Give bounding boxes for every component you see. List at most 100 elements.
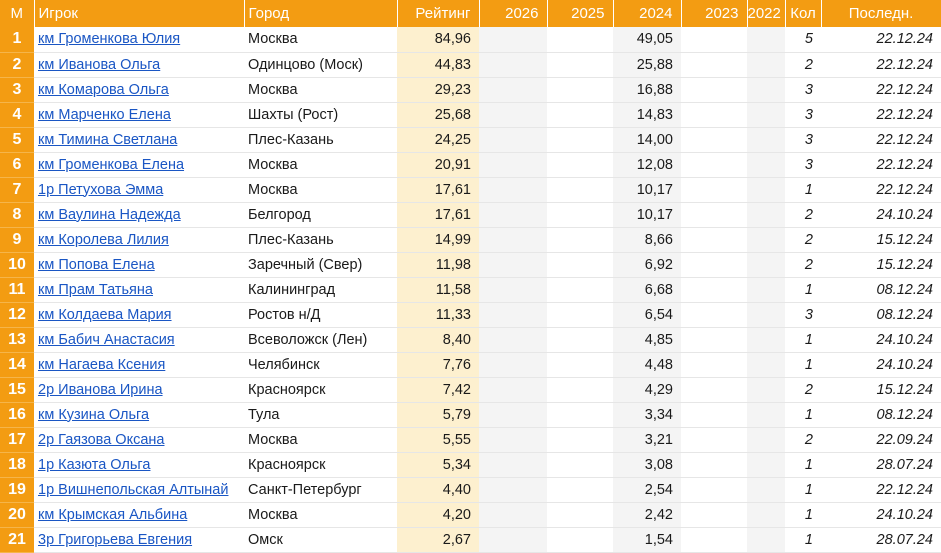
player-link[interactable]: 3р Григорьева Евгения	[38, 531, 193, 548]
col-header-2024[interactable]: 2024	[613, 0, 682, 27]
player-link[interactable]: 1р Вишнепольская Алтынай	[38, 481, 229, 498]
year-2022-cell	[747, 202, 785, 228]
player-link[interactable]: км Ваулина Надежда	[38, 206, 181, 223]
player-link[interactable]: км Попова Елена	[38, 256, 155, 273]
year-2024-cell: 16,88	[613, 77, 681, 103]
player-link[interactable]: 1р Петухова Эмма	[38, 181, 164, 198]
rating-cell: 5,34	[397, 452, 479, 478]
player-link[interactable]: км Прам Татьяна	[38, 281, 153, 298]
player-link[interactable]: км Нагаева Ксения	[38, 356, 166, 373]
city-cell: Калининград	[244, 277, 397, 303]
rating-cell: 5,55	[397, 427, 479, 453]
player-cell: км Королева Лилия	[34, 227, 244, 253]
year-2022-cell	[747, 52, 785, 78]
position-cell: 9	[0, 227, 34, 253]
table-row: 6 км Громенкова Елена Москва 20,91 12,08 3 22.…	[0, 152, 941, 178]
position-cell: 19	[0, 477, 34, 503]
col-header-player[interactable]: Игрок	[34, 0, 245, 27]
player-link[interactable]: 2р Гаязова Оксана	[38, 431, 165, 448]
year-2025-cell	[547, 277, 613, 303]
player-link[interactable]: км Марченко Елена	[38, 106, 171, 123]
player-cell: км Кузина Ольга	[34, 402, 244, 428]
year-2025-cell	[547, 52, 613, 78]
year-2024-cell: 6,54	[613, 302, 681, 328]
year-2023-cell	[681, 52, 747, 78]
city-cell: Шахты (Рост)	[244, 102, 397, 128]
last-date-cell: 22.12.24	[821, 177, 941, 203]
rating-cell: 20,91	[397, 152, 479, 178]
year-2026-cell	[479, 477, 547, 503]
col-header-2025[interactable]: 2025	[547, 0, 614, 27]
col-header-2022[interactable]: 2022	[747, 0, 786, 27]
player-cell: 1р Вишнепольская Алтынай	[34, 477, 244, 503]
player-link[interactable]: км Бабич Анастасия	[38, 331, 175, 348]
player-cell: км Попова Елена	[34, 252, 244, 278]
player-link[interactable]: км Иванова Ольга	[38, 56, 161, 73]
position-cell: 6	[0, 152, 34, 178]
col-header-last[interactable]: Последн.	[821, 0, 941, 27]
year-2025-cell	[547, 202, 613, 228]
year-2022-cell	[747, 427, 785, 453]
count-cell: 1	[785, 527, 821, 553]
player-link[interactable]: км Громенкова Елена	[38, 156, 185, 173]
player-link[interactable]: км Кузина Ольга	[38, 406, 150, 423]
city-cell: Плес-Казань	[244, 227, 397, 253]
last-date-cell: 24.10.24	[821, 327, 941, 353]
col-header-rating[interactable]: Рейтинг	[397, 0, 480, 27]
city-cell: Ростов н/Д	[244, 302, 397, 328]
col-header-2023[interactable]: 2023	[681, 0, 748, 27]
rating-cell: 25,68	[397, 102, 479, 128]
year-2024-cell: 10,17	[613, 202, 681, 228]
city-cell: Москва	[244, 502, 397, 528]
player-cell: км Марченко Елена	[34, 102, 244, 128]
position-cell: 5	[0, 127, 34, 153]
player-cell: 1р Петухова Эмма	[34, 177, 244, 203]
year-2024-cell: 8,66	[613, 227, 681, 253]
year-2025-cell	[547, 77, 613, 103]
table-row: 9 км Королева Лилия Плес-Казань 14,99 8,66 2 1…	[0, 227, 941, 253]
player-link[interactable]: км Королева Лилия	[38, 231, 169, 248]
count-cell: 3	[785, 152, 821, 178]
table-row: 5 км Тимина Светлана Плес-Казань 24,25 14,00…	[0, 127, 941, 153]
city-cell: Заречный (Свер)	[244, 252, 397, 278]
year-2022-cell	[747, 377, 785, 403]
table-row: 2 км Иванова Ольга Одинцово (Моск) 44,83 25,…	[0, 52, 941, 78]
year-2023-cell	[681, 27, 747, 53]
player-link[interactable]: км Комарова Ольга	[38, 81, 169, 98]
year-2025-cell	[547, 327, 613, 353]
position-cell: 15	[0, 377, 34, 403]
last-date-cell: 08.12.24	[821, 277, 941, 303]
col-header-count[interactable]: Кол	[785, 0, 822, 27]
year-2026-cell	[479, 302, 547, 328]
year-2026-cell	[479, 402, 547, 428]
player-link[interactable]: 2р Иванова Ирина	[38, 381, 163, 398]
year-2022-cell	[747, 227, 785, 253]
year-2022-cell	[747, 102, 785, 128]
rating-cell: 2,67	[397, 527, 479, 553]
year-2024-cell: 3,34	[613, 402, 681, 428]
player-cell: км Нагаева Ксения	[34, 352, 244, 378]
year-2023-cell	[681, 377, 747, 403]
last-date-cell: 08.12.24	[821, 402, 941, 428]
rating-cell: 8,40	[397, 327, 479, 353]
player-link[interactable]: км Тимина Светлана	[38, 131, 178, 148]
col-header-2026[interactable]: 2026	[479, 0, 548, 27]
year-2023-cell	[681, 302, 747, 328]
player-link[interactable]: км Колдаева Мария	[38, 306, 172, 323]
city-cell: Омск	[244, 527, 397, 553]
year-2025-cell	[547, 477, 613, 503]
year-2026-cell	[479, 502, 547, 528]
player-link[interactable]: км Крымская Альбина	[38, 506, 188, 523]
last-date-cell: 22.09.24	[821, 427, 941, 453]
city-cell: Москва	[244, 27, 397, 53]
rating-cell: 44,83	[397, 52, 479, 78]
player-link[interactable]: 1р Казюта Ольга	[38, 456, 151, 473]
col-header-m[interactable]: М	[0, 0, 35, 27]
year-2022-cell	[747, 527, 785, 553]
count-cell: 2	[785, 52, 821, 78]
player-link[interactable]: км Громенкова Юлия	[38, 31, 181, 48]
col-header-city[interactable]: Город	[244, 0, 398, 27]
year-2024-cell: 2,54	[613, 477, 681, 503]
position-cell: 2	[0, 52, 34, 78]
